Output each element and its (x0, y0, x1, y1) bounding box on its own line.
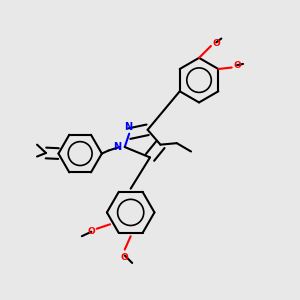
Text: N: N (113, 142, 122, 152)
Text: O: O (120, 253, 128, 262)
Text: O: O (212, 39, 220, 48)
Text: O: O (88, 227, 95, 236)
Text: N: N (124, 122, 132, 132)
Text: O: O (233, 61, 241, 70)
